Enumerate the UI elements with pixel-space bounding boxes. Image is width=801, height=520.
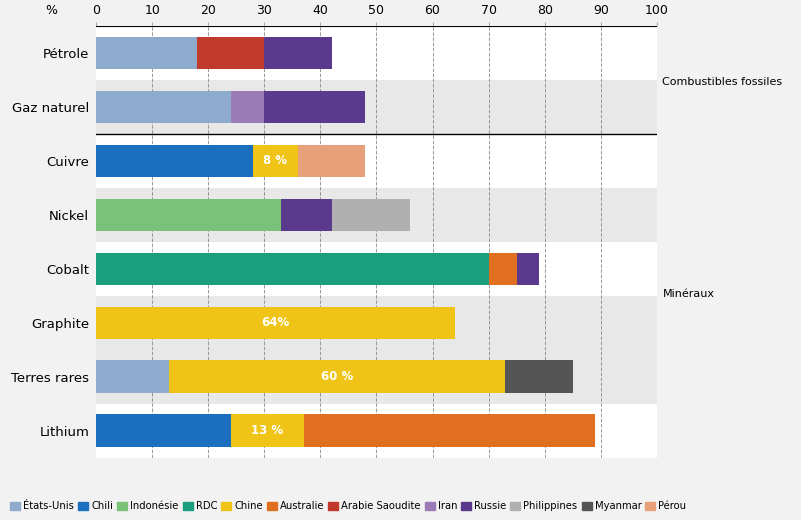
- Text: %: %: [45, 4, 57, 17]
- Bar: [96, 90, 231, 123]
- Text: Minéraux: Minéraux: [662, 289, 714, 298]
- Bar: [264, 37, 332, 69]
- Bar: [96, 199, 281, 231]
- Bar: [517, 253, 539, 285]
- Bar: [253, 145, 298, 177]
- Bar: [96, 37, 197, 69]
- Bar: [68, 26, 685, 80]
- Bar: [264, 90, 365, 123]
- Bar: [96, 307, 455, 339]
- Text: Combustibles fossiles: Combustibles fossiles: [662, 77, 783, 87]
- Bar: [96, 145, 253, 177]
- Bar: [68, 404, 685, 458]
- Bar: [96, 360, 169, 393]
- Text: 64%: 64%: [261, 316, 290, 329]
- Text: 60 %: 60 %: [321, 370, 353, 383]
- Bar: [505, 360, 573, 393]
- Legend: États-Unis, Chili, Indonésie, RDC, Chine, Australie, Arabie Saoudite, Iran, Russ: États-Unis, Chili, Indonésie, RDC, Chine…: [6, 497, 690, 515]
- Bar: [231, 90, 264, 123]
- Bar: [68, 350, 685, 404]
- Bar: [197, 37, 264, 69]
- Text: 13 %: 13 %: [251, 424, 284, 437]
- Bar: [68, 188, 685, 242]
- Bar: [68, 80, 685, 134]
- Bar: [298, 145, 365, 177]
- Text: 8 %: 8 %: [264, 154, 288, 167]
- Bar: [332, 199, 410, 231]
- Bar: [96, 253, 489, 285]
- Bar: [304, 414, 595, 447]
- Bar: [169, 360, 505, 393]
- Bar: [68, 296, 685, 350]
- Bar: [68, 242, 685, 296]
- Bar: [96, 414, 231, 447]
- Bar: [489, 253, 517, 285]
- Bar: [68, 134, 685, 188]
- Bar: [281, 199, 332, 231]
- Bar: [231, 414, 304, 447]
